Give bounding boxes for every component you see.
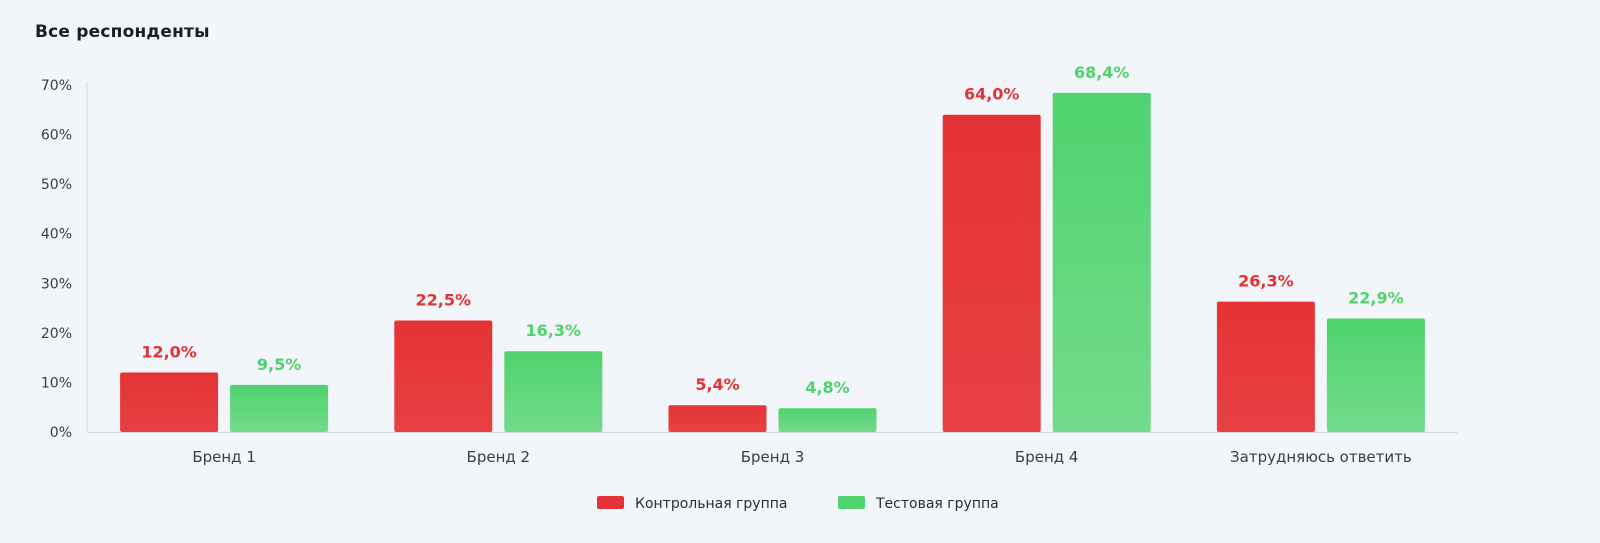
bar	[668, 405, 767, 432]
y-tick-label: 40%	[41, 227, 72, 243]
x-tick-label: Бренд 2	[467, 448, 531, 466]
bar	[1326, 318, 1425, 432]
y-tick-label: 0%	[50, 425, 72, 441]
bars	[120, 92, 1425, 432]
bar-value-label: 68,4%	[1074, 63, 1130, 82]
value-labels: 12,0% 9,5% 22,5% 16,3% 5,4% 4,8% 64,0% 68,4% 26,…	[141, 63, 1403, 397]
legend-label[interactable]: Контрольная группа	[635, 496, 787, 512]
bar-value-label: 9,5%	[257, 355, 301, 374]
bar-value-label: 5,4%	[695, 375, 739, 394]
legend-label[interactable]: Тестовая группа	[875, 496, 999, 512]
x-tick-label: Бренд 3	[741, 448, 805, 466]
bar-value-label: 12,0%	[141, 343, 197, 362]
x-tick-label: Бренд 4	[1015, 448, 1079, 466]
y-tick-label: 60%	[41, 128, 72, 144]
bar	[778, 408, 877, 432]
bar-value-label: 22,9%	[1348, 288, 1404, 307]
bar	[230, 384, 329, 432]
bar-value-label: 64,0%	[964, 85, 1020, 104]
y-tick-label: 30%	[41, 276, 72, 292]
y-tick-label: 70%	[41, 78, 72, 94]
bar	[504, 351, 603, 432]
legend-swatch	[597, 496, 624, 509]
x-tick-label: Затрудняюсь ответить	[1230, 448, 1412, 466]
bar-value-label: 16,3%	[526, 321, 582, 340]
y-tick-label: 50%	[41, 177, 72, 193]
bar-value-label: 26,3%	[1238, 272, 1294, 291]
legend: Контрольная группа Тестовая группа	[597, 496, 999, 512]
bar	[1052, 92, 1151, 432]
bar-value-label: 4,8%	[805, 378, 849, 397]
bar	[120, 372, 219, 432]
bar-value-label: 22,5%	[416, 290, 472, 309]
x-tick-label: Бренд 1	[192, 448, 256, 466]
y-tick-label: 20%	[41, 326, 72, 342]
bar	[942, 114, 1041, 432]
axes: 0% 10% 20% 30% 40% 50% 60% 70% Бренд 1 Бренд 2 Бре…	[41, 78, 1458, 466]
bar	[394, 320, 493, 432]
y-tick-label: 10%	[41, 375, 72, 391]
legend-swatch	[838, 496, 865, 509]
chart-title: Все респонденты	[35, 22, 210, 42]
bar	[1216, 301, 1315, 432]
